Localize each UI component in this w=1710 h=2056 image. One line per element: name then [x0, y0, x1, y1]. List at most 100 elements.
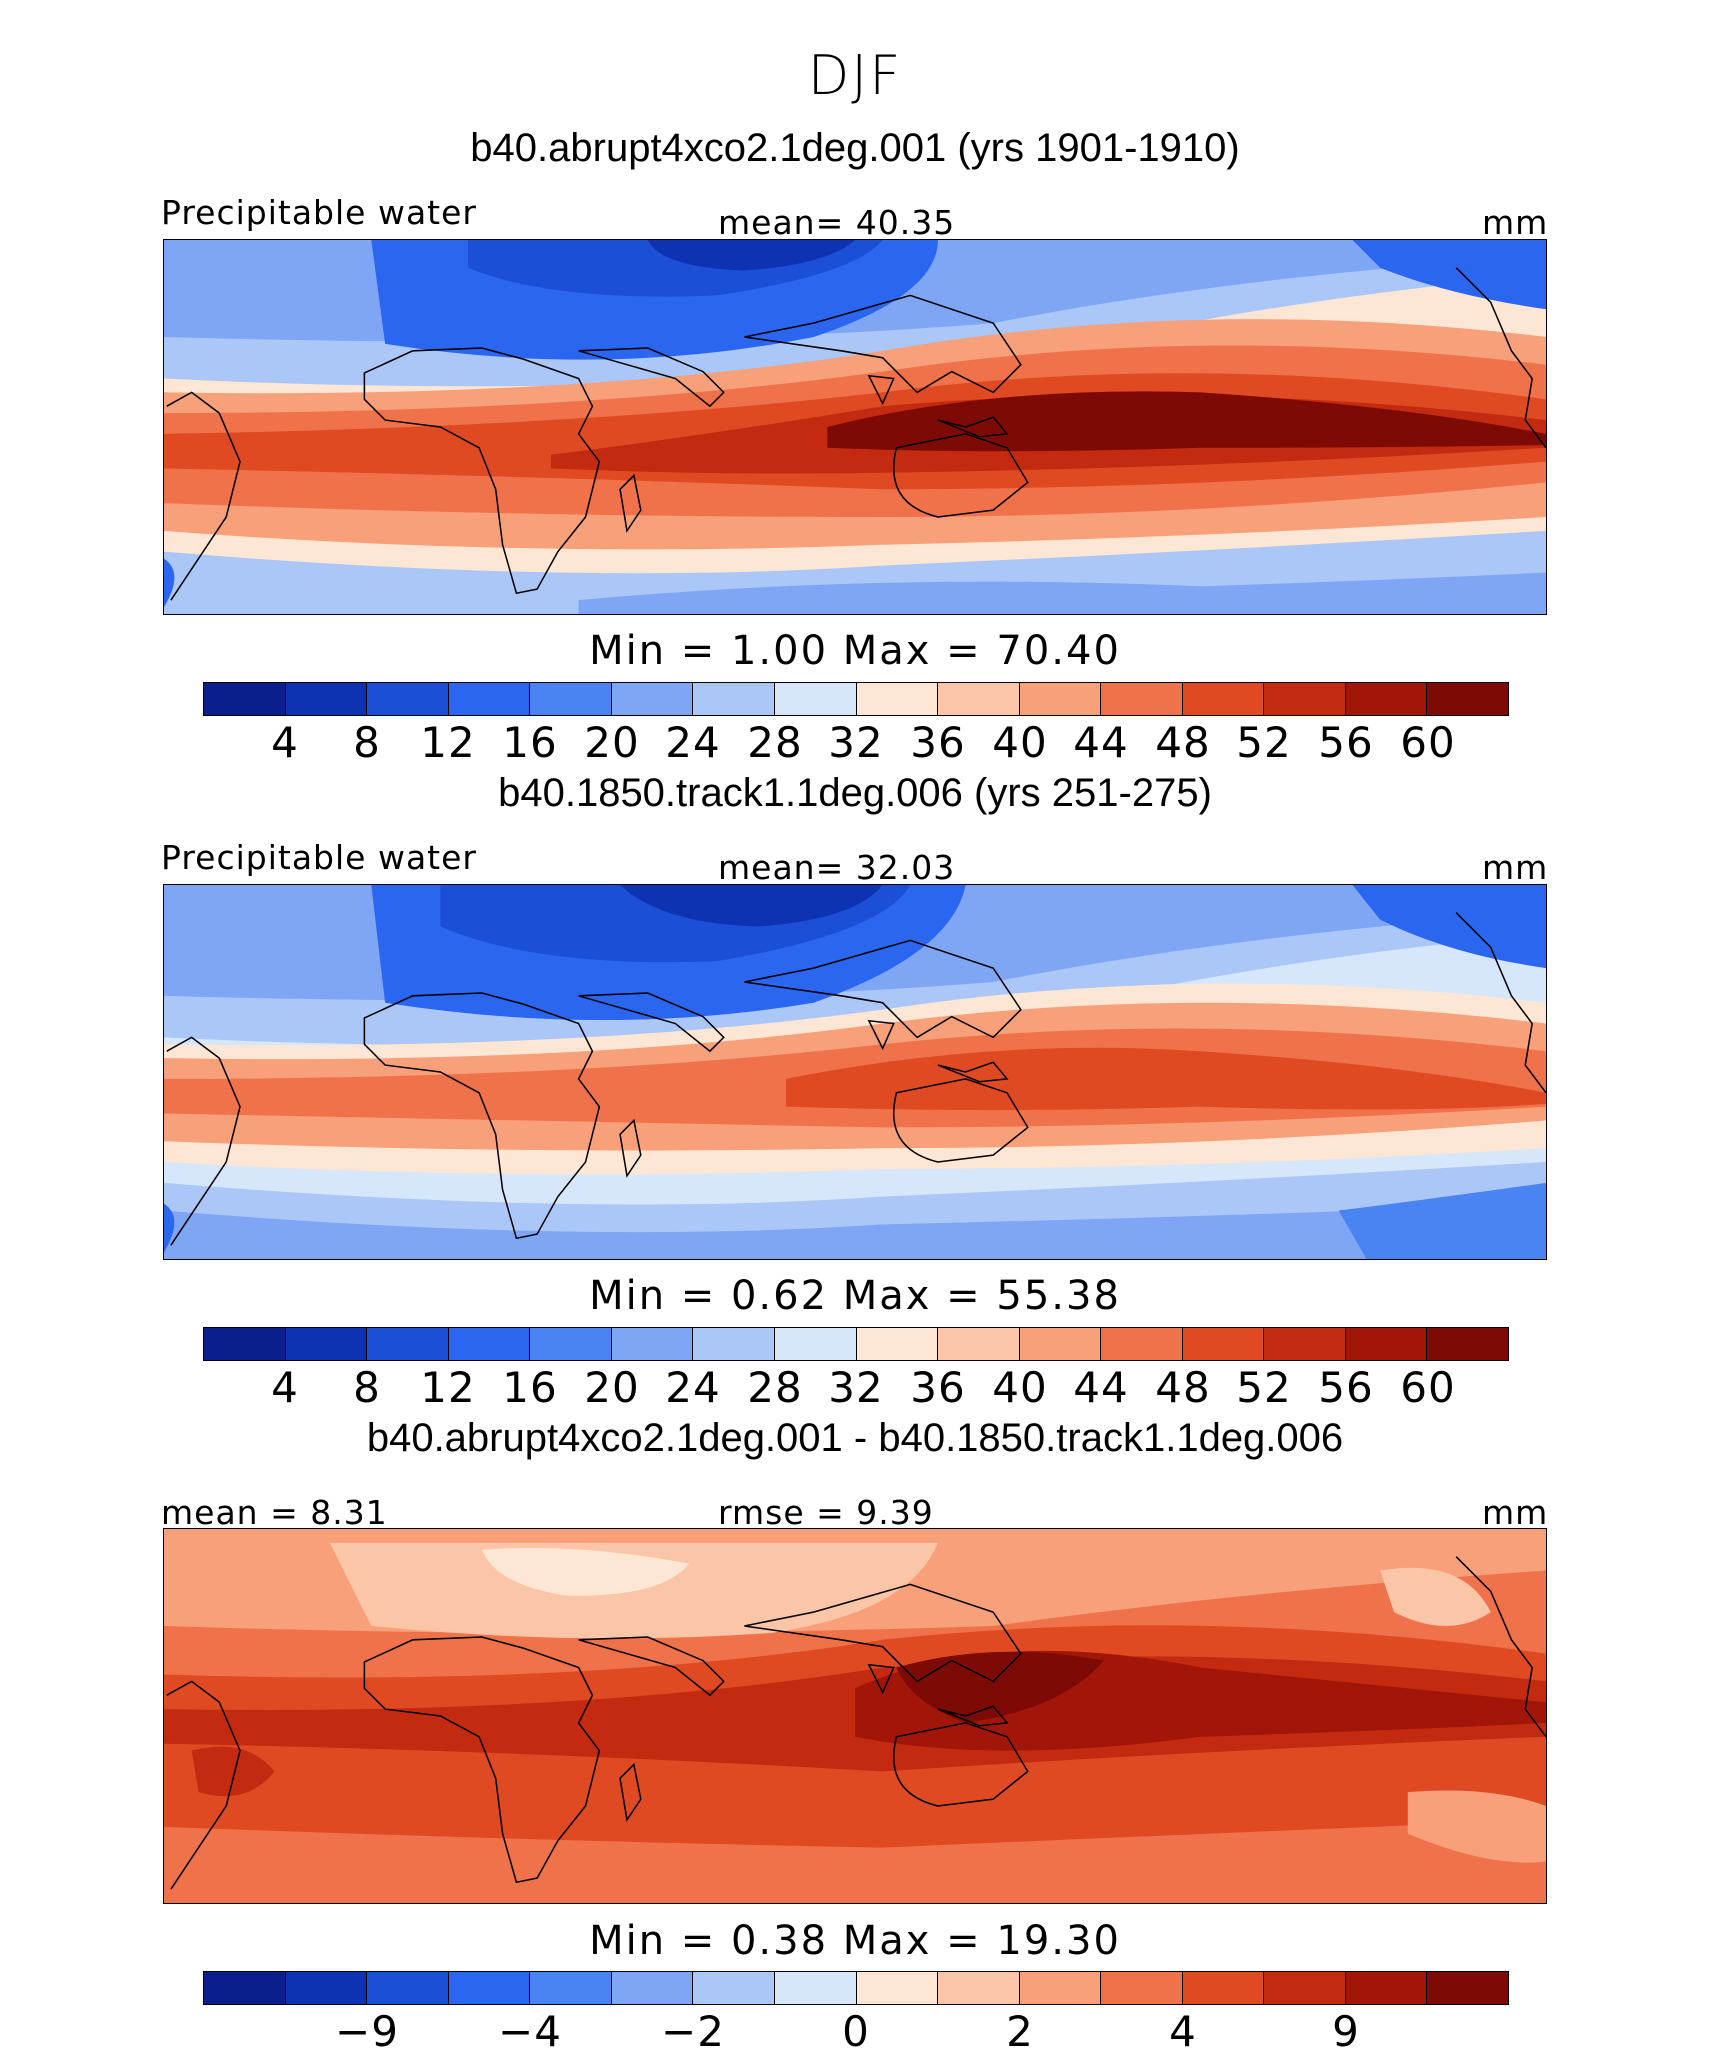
- colorbar-3-swatch-8: [774, 1972, 857, 2004]
- colorbar-1-swatch-2: [285, 683, 368, 715]
- colorbar-1-swatch-10: [938, 683, 1020, 715]
- colorbar-1-swatch-7: [693, 683, 775, 715]
- colorbar-2-tick: 20: [584, 1363, 640, 1412]
- colorbar-3-tick: −4: [498, 2007, 562, 2056]
- colorbar-3-tick: −2: [661, 2007, 725, 2056]
- colorbar-3-swatch-13: [1182, 1972, 1265, 2004]
- colorbar-3-tick: 0: [842, 2007, 870, 2056]
- panel-1-minmax: Min = 1.00 Max = 70.40: [589, 628, 1121, 674]
- colorbar-3-swatch-5: [530, 1972, 612, 2004]
- colorbar-2-tick: 24: [665, 1363, 721, 1412]
- colorbar-3-tick: 2: [1006, 2007, 1034, 2056]
- colorbar-1-swatch-5: [530, 683, 612, 715]
- panel-2-mean-label: mean= 32.03: [718, 848, 956, 887]
- colorbar-3-swatch-14: [1264, 1972, 1346, 2004]
- colorbar-1-tick: 52: [1236, 718, 1292, 767]
- colorbar-1-swatch-14: [1264, 683, 1346, 715]
- colorbar-3-swatch-15: [1345, 1972, 1428, 2004]
- colorbar-3-swatch-1: [204, 1972, 286, 2004]
- colorbar-2-tick: 48: [1155, 1363, 1211, 1412]
- colorbar-1-swatch-9: [856, 683, 939, 715]
- colorbar-2-tick: 8: [353, 1363, 381, 1412]
- panel-1-variable-label: Precipitable water: [161, 193, 477, 232]
- panel-2-minmax: Min = 0.62 Max = 55.38: [589, 1273, 1121, 1319]
- colorbar-2-tick: 12: [420, 1363, 476, 1412]
- colorbar-1-swatch-6: [611, 683, 694, 715]
- panel-1-mean-label: mean= 40.35: [718, 203, 956, 242]
- panel-2-map: [163, 884, 1547, 1260]
- colorbar-1-tick: 48: [1155, 718, 1211, 767]
- colorbar-1-tick: 32: [828, 718, 884, 767]
- colorbar-1-tick: 44: [1073, 718, 1129, 767]
- colorbar-2-swatch-4: [448, 1328, 531, 1360]
- colorbar-1-swatch-4: [448, 683, 531, 715]
- colorbar-2-swatch-12: [1101, 1328, 1183, 1360]
- colorbar-1-swatch-8: [774, 683, 857, 715]
- panel-3-mean-label: mean = 8.31: [161, 1493, 388, 1532]
- colorbar-2-swatch-1: [204, 1328, 286, 1360]
- colorbar-2-swatch-6: [611, 1328, 694, 1360]
- colorbar-2-tick: 4: [271, 1363, 299, 1412]
- colorbar-1-tick: 40: [992, 718, 1048, 767]
- colorbar-2-swatch-5: [530, 1328, 612, 1360]
- panel-1-title: b40.abrupt4xco2.1deg.001 (yrs 1901-1910): [470, 126, 1240, 170]
- colorbar-1-tick: 28: [747, 718, 803, 767]
- colorbar-2-swatch-16: [1427, 1328, 1508, 1360]
- season-title: DJF: [807, 44, 903, 107]
- colorbar-2-tick: 32: [828, 1363, 884, 1412]
- colorbar-2-tick: 52: [1236, 1363, 1292, 1412]
- colorbar-3-swatch-3: [367, 1972, 449, 2004]
- colorbar-3-swatch-16: [1427, 1972, 1508, 2004]
- colorbar-1-tick: 8: [353, 718, 381, 767]
- colorbar-3-swatch-7: [693, 1972, 775, 2004]
- panel-2-units: mm: [1482, 848, 1549, 887]
- colorbar-3-swatch-12: [1101, 1972, 1183, 2004]
- colorbar-3-swatch-6: [611, 1972, 694, 2004]
- panel-3-units: mm: [1482, 1493, 1549, 1532]
- colorbar-2-tick: 60: [1400, 1363, 1456, 1412]
- colorbar-1-swatch-12: [1101, 683, 1183, 715]
- colorbar-2-swatch-14: [1264, 1328, 1346, 1360]
- colorbar-1-tick: 20: [584, 718, 640, 767]
- colorbar-2-swatch-2: [285, 1328, 368, 1360]
- panel-3-rmse-label: rmse = 9.39: [718, 1493, 934, 1532]
- colorbar-3-swatch-10: [938, 1972, 1020, 2004]
- colorbar-2-tick: 16: [502, 1363, 558, 1412]
- colorbar-1-swatch-1: [204, 683, 286, 715]
- panel-1-units: mm: [1482, 203, 1549, 242]
- colorbar-2-tick: 40: [992, 1363, 1048, 1412]
- colorbar-2-tick: 28: [747, 1363, 803, 1412]
- colorbar-1-tick: 56: [1318, 718, 1374, 767]
- colorbar-1-swatch-11: [1019, 683, 1102, 715]
- colorbar-3-swatch-2: [285, 1972, 368, 2004]
- colorbar-2-swatch-8: [774, 1328, 857, 1360]
- panel-2-variable-label: Precipitable water: [161, 838, 477, 877]
- panel-2-colorbar: [203, 1327, 1509, 1361]
- colorbar-2-tick: 56: [1318, 1363, 1374, 1412]
- colorbar-2-swatch-11: [1019, 1328, 1102, 1360]
- colorbar-1-swatch-13: [1182, 683, 1265, 715]
- panel-1-colorbar: [203, 682, 1509, 716]
- panel-3-minmax: Min = 0.38 Max = 19.30: [589, 1918, 1121, 1964]
- panel-3-map: [163, 1528, 1547, 1904]
- colorbar-1-tick: 60: [1400, 718, 1456, 767]
- colorbar-2-swatch-13: [1182, 1328, 1265, 1360]
- colorbar-2-tick: 36: [910, 1363, 966, 1412]
- colorbar-2-swatch-9: [856, 1328, 939, 1360]
- colorbar-3-tick: 4: [1169, 2007, 1197, 2056]
- colorbar-2-swatch-15: [1345, 1328, 1428, 1360]
- colorbar-2-swatch-10: [938, 1328, 1020, 1360]
- colorbar-1-swatch-15: [1345, 683, 1428, 715]
- panel-1-map: [163, 239, 1547, 615]
- colorbar-1-swatch-16: [1427, 683, 1508, 715]
- panel-3-colorbar: [203, 1971, 1509, 2005]
- colorbar-3-swatch-4: [448, 1972, 531, 2004]
- colorbar-1-swatch-3: [367, 683, 449, 715]
- panel-2-title: b40.1850.track1.1deg.006 (yrs 251-275): [498, 771, 1212, 815]
- colorbar-1-tick: 36: [910, 718, 966, 767]
- colorbar-2-swatch-3: [367, 1328, 449, 1360]
- colorbar-1-tick: 16: [502, 718, 558, 767]
- colorbar-3-tick: 9: [1332, 2007, 1360, 2056]
- colorbar-2-tick: 44: [1073, 1363, 1129, 1412]
- colorbar-3-swatch-9: [856, 1972, 939, 2004]
